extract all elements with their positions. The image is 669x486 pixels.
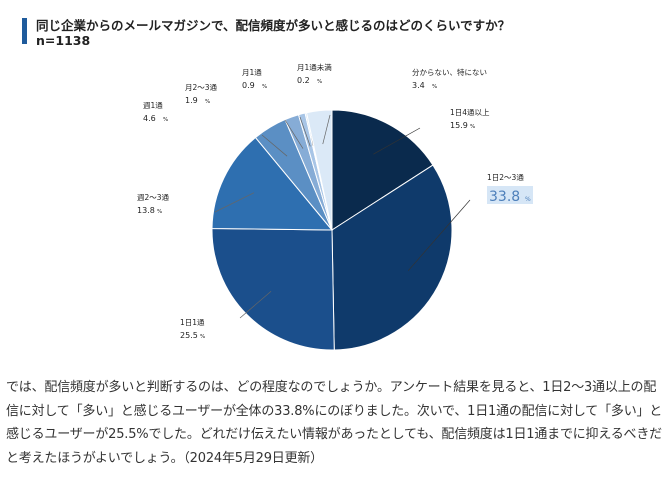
slice-unit-2: % (200, 334, 205, 340)
slice-unit-8: % (432, 84, 437, 90)
slice-label-1: 1日2〜3通 (487, 172, 524, 182)
slice-unit-5: % (205, 99, 210, 105)
slice-unit-1: % (525, 196, 531, 203)
slice-unit-0: % (470, 124, 475, 130)
slice-label-2: 1日1通 (180, 317, 205, 327)
chart-card: 同じ企業からのメールマガジンで、配信頻度が多いと感じるのはどのくらいですか？ n… (22, 18, 533, 351)
leader-line-4 (261, 134, 288, 157)
slice-value-0: 15.9 (450, 121, 468, 130)
slice-label-3: 週2〜3通 (137, 192, 170, 202)
pie-slice-1 (331, 164, 453, 351)
slice-value-5: 1.9 (185, 96, 198, 105)
leader-line-1 (407, 199, 471, 271)
highlight-box (487, 186, 533, 204)
slice-value-4: 4.6 (143, 114, 156, 123)
slice-unit-4: % (163, 117, 168, 123)
leader-line-6 (299, 116, 311, 147)
slice-label-6: 月1通 (242, 67, 262, 77)
slice-label-7: 月1通未満 (297, 62, 332, 72)
slice-label-0: 1日4通以上 (450, 107, 490, 117)
pie-slice-0 (331, 109, 434, 231)
slice-value-8: 3.4 (412, 81, 425, 90)
leader-line-2 (239, 291, 272, 319)
slice-label-4: 週1通 (143, 100, 163, 110)
slice-value-3: 13.8 (137, 206, 155, 215)
slice-value-6: 0.9 (242, 81, 255, 90)
pie-slice-8 (305, 109, 333, 231)
leader-line-8 (322, 114, 331, 145)
slice-unit-3: % (157, 209, 162, 215)
chart-title: 同じ企業からのメールマガジンで、配信頻度が多いと感じるのはどのくらいですか？ (36, 18, 511, 33)
slice-unit-7: % (317, 79, 322, 85)
pie-slice-3 (211, 136, 334, 231)
body-paragraph: では、配信頻度が多いと判断するのは、どの程度なのでしょうか。アンケート結果を見る… (6, 380, 663, 466)
leader-line-3 (214, 192, 255, 213)
leader-line-5 (284, 119, 304, 149)
pie-chart: 1日4通以上 15.9 % 1日2〜3通 33.8 % 1日1通 25.5 % 週2〜3通 13.8… (137, 62, 533, 351)
slice-value-1: 33.8 (489, 189, 520, 205)
title-accent-bar (22, 18, 27, 44)
slice-value-2: 25.5 (180, 331, 198, 340)
sample-size: n=1138 (36, 33, 91, 48)
slice-value-7: 0.2 (297, 76, 310, 85)
slice-unit-6: % (262, 84, 267, 90)
pie-slice-2 (211, 227, 335, 351)
leader-line-0 (373, 127, 421, 155)
slice-label-5: 月2〜3通 (185, 82, 218, 92)
slice-label-8: 分からない、特にない (412, 67, 487, 77)
